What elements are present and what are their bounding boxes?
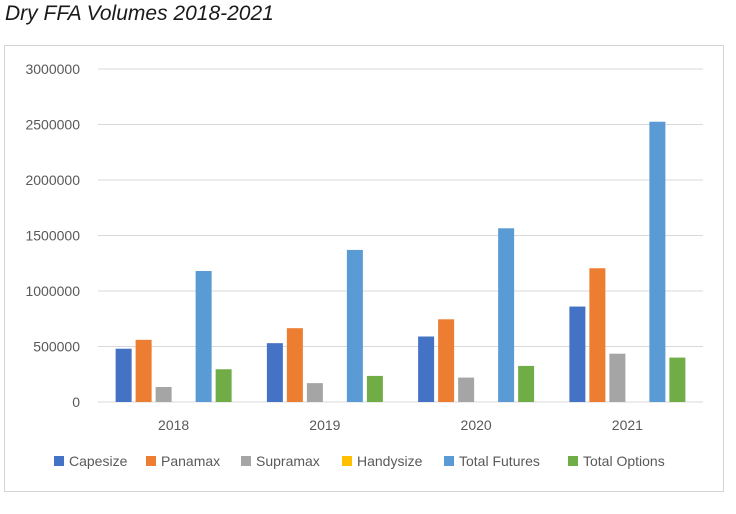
bar-panamax-2018 bbox=[135, 339, 152, 402]
bar-total-futures-2018 bbox=[195, 271, 212, 402]
bar-capesize-2020 bbox=[418, 336, 435, 402]
legend-label: Capesize bbox=[69, 453, 128, 469]
y-tick-label: 1000000 bbox=[25, 283, 80, 299]
legend-swatch bbox=[54, 456, 64, 466]
bar-supramax-2018 bbox=[155, 387, 172, 402]
legend-label: Handysize bbox=[357, 453, 423, 469]
chart-title: Dry FFA Volumes 2018-2021 bbox=[5, 2, 274, 25]
y-tick-label: 500000 bbox=[33, 339, 80, 355]
gridlines bbox=[98, 68, 703, 403]
legend-label: Supramax bbox=[256, 453, 320, 469]
x-tick-label: 2021 bbox=[612, 417, 643, 433]
legend-swatch bbox=[568, 456, 578, 466]
legend: Capesize Panamax Supramax Handysize Total Fu… bbox=[54, 453, 665, 469]
bar-total-futures-2021 bbox=[649, 121, 666, 402]
bar-panamax-2019 bbox=[286, 328, 303, 402]
bar-total-options-2021 bbox=[669, 357, 686, 402]
y-tick-label: 2000000 bbox=[25, 172, 80, 188]
y-tick-label: 2500000 bbox=[25, 117, 80, 133]
bar-total-futures-2020 bbox=[498, 228, 515, 402]
y-tick-label: 1500000 bbox=[25, 228, 80, 244]
x-tick-label: 2018 bbox=[158, 417, 189, 433]
bar-capesize-2019 bbox=[266, 343, 283, 402]
x-tick-label: 2020 bbox=[461, 417, 492, 433]
legend-swatch bbox=[342, 456, 352, 466]
legend-label: Total Futures bbox=[459, 453, 540, 469]
legend-label: Panamax bbox=[161, 453, 220, 469]
bar-supramax-2019 bbox=[306, 383, 323, 402]
bar-capesize-2021 bbox=[569, 306, 586, 402]
bar-total-options-2019 bbox=[366, 375, 383, 402]
bars bbox=[115, 121, 686, 402]
x-axis: 2018 2019 2020 2021 bbox=[158, 417, 643, 433]
bar-total-options-2018 bbox=[215, 369, 232, 402]
bar-supramax-2020 bbox=[458, 377, 475, 402]
y-axis: 0 500000 1000000 1500000 2000000 2500000 30000… bbox=[25, 61, 80, 410]
bar-panamax-2020 bbox=[438, 319, 455, 402]
bar-panamax-2021 bbox=[589, 268, 606, 402]
y-tick-label: 0 bbox=[72, 394, 80, 410]
legend-swatch bbox=[241, 456, 251, 466]
legend-swatch bbox=[444, 456, 454, 466]
bar-total-options-2020 bbox=[518, 365, 535, 402]
legend-swatch bbox=[146, 456, 156, 466]
y-tick-label: 3000000 bbox=[25, 61, 80, 77]
bar-capesize-2018 bbox=[115, 348, 132, 402]
x-tick-label: 2019 bbox=[309, 417, 340, 433]
bar-supramax-2021 bbox=[609, 353, 626, 402]
bar-total-futures-2019 bbox=[346, 249, 363, 402]
legend-label: Total Options bbox=[583, 453, 665, 469]
